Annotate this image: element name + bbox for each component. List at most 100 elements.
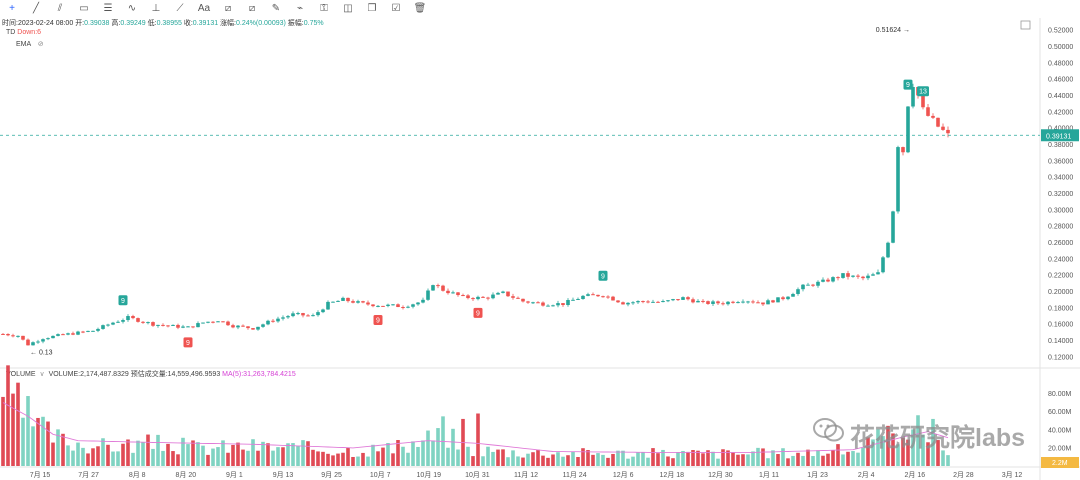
candle-body [756,302,760,304]
price-tick-label: 0.50000 [1048,44,1073,51]
price-tick-label: 0.18000 [1048,305,1073,312]
volume-bar [281,447,285,466]
open-value: 0.39038 [84,20,110,27]
eye-hidden-icon[interactable]: ⊘ [37,41,44,48]
change-label: 涨幅: [220,20,237,27]
volume-bar [671,458,675,466]
candle-body [701,300,705,302]
brush-icon[interactable]: ⟋ [176,3,184,14]
candle-body [591,294,595,296]
candle-body [246,326,250,329]
volume-bar [916,415,920,466]
volume-bar [396,440,400,466]
td-indicator[interactable]: TD Down:6 [6,29,41,36]
candle-body [21,335,25,340]
volume-bar [186,444,190,466]
text-icon[interactable]: Aa [197,3,211,14]
candle-body [816,281,820,286]
wave-icon[interactable]: ∿ [127,3,137,14]
volume-bar [591,454,595,466]
crosshair-icon[interactable]: + [9,3,15,14]
candle-body [146,322,150,324]
candle-body [331,301,335,303]
candle-body [71,333,75,335]
volume-bar [86,453,90,466]
volume-bar [821,455,825,466]
volume-bar [526,453,530,466]
volume-bar [716,458,720,466]
magnet-icon[interactable]: ⌁ [296,3,304,14]
candle-body [316,312,320,316]
volume-bar [146,434,150,466]
prediction-icon[interactable]: ⧄ [248,3,256,14]
candle-body [526,301,530,303]
volume-bar [316,451,320,466]
volume-bar [226,452,230,466]
candle-body [156,324,160,326]
volume-bar [76,442,80,466]
candle-body [806,284,810,286]
candle-body [436,285,440,287]
volume-bar [301,440,305,466]
eye-icon[interactable]: ◫ [343,3,353,14]
volume-bar [686,451,690,466]
candle-body [611,296,615,301]
clone-icon[interactable]: ❐ [367,3,377,14]
candle-body [671,299,675,301]
volume-bar [161,450,165,466]
candle-body [161,324,165,326]
candle-body [456,292,460,296]
candle-body [416,302,420,305]
checklist-icon[interactable]: ☑ [391,3,401,14]
time-value: 2023-02-24 08:00 [17,20,74,27]
price-tick-label: 0.42000 [1048,109,1073,116]
volume-bar [481,456,485,466]
rectangle-icon[interactable]: ▭ [79,3,89,14]
date-tick-label: 12月 30 [708,471,733,479]
candle-body [131,316,135,319]
candle-body [566,300,570,306]
candle-body [26,339,30,346]
candle-body [581,295,585,299]
td-marker-label: 9 [601,273,605,280]
volume-bar [181,437,185,466]
volume-bar [176,454,180,466]
lock-icon[interactable]: ⚿ [320,3,328,14]
candle-body [551,305,555,307]
candle-body [231,325,235,328]
volume-bar [661,449,665,466]
price-tick-label: 0.16000 [1048,322,1073,329]
candle-body [736,302,740,304]
current-volume-label: 2.2M [1052,460,1068,467]
volume-tick-label: 40.00M [1048,427,1072,434]
volume-bar [896,444,900,466]
volume-bar [231,444,235,466]
candle-body [121,320,125,322]
candle-body [336,300,340,302]
candle-body [251,328,255,330]
candle-body [186,326,190,328]
date-tick-label: 9月 13 [273,471,294,479]
measure-icon[interactable]: ⊥ [151,3,161,14]
parallel-channel-icon[interactable]: ⫽ [57,3,63,14]
fib-icon[interactable]: ☰ [103,3,113,14]
volume-bar [296,445,300,466]
volume-bar [321,451,325,466]
volume-bar [141,442,145,466]
volume-bar [491,451,495,466]
ruler-icon[interactable]: ✎ [271,3,281,14]
candle-body [831,277,835,282]
trend-line-icon[interactable]: ╱ [32,3,40,14]
trash-icon[interactable]: 🗑 [413,3,427,14]
volume-bar [466,446,470,466]
date-tick-label: 9月 1 [226,471,243,479]
volume-bar [221,440,225,466]
pattern-icon[interactable]: ⧄ [224,3,232,14]
td-marker [598,270,608,281]
ema-indicator[interactable]: EMA ⊘ [16,40,44,48]
volume-bar [656,453,660,466]
volume-bar [711,451,715,466]
candle-body [341,297,345,301]
candle-body [466,295,470,299]
